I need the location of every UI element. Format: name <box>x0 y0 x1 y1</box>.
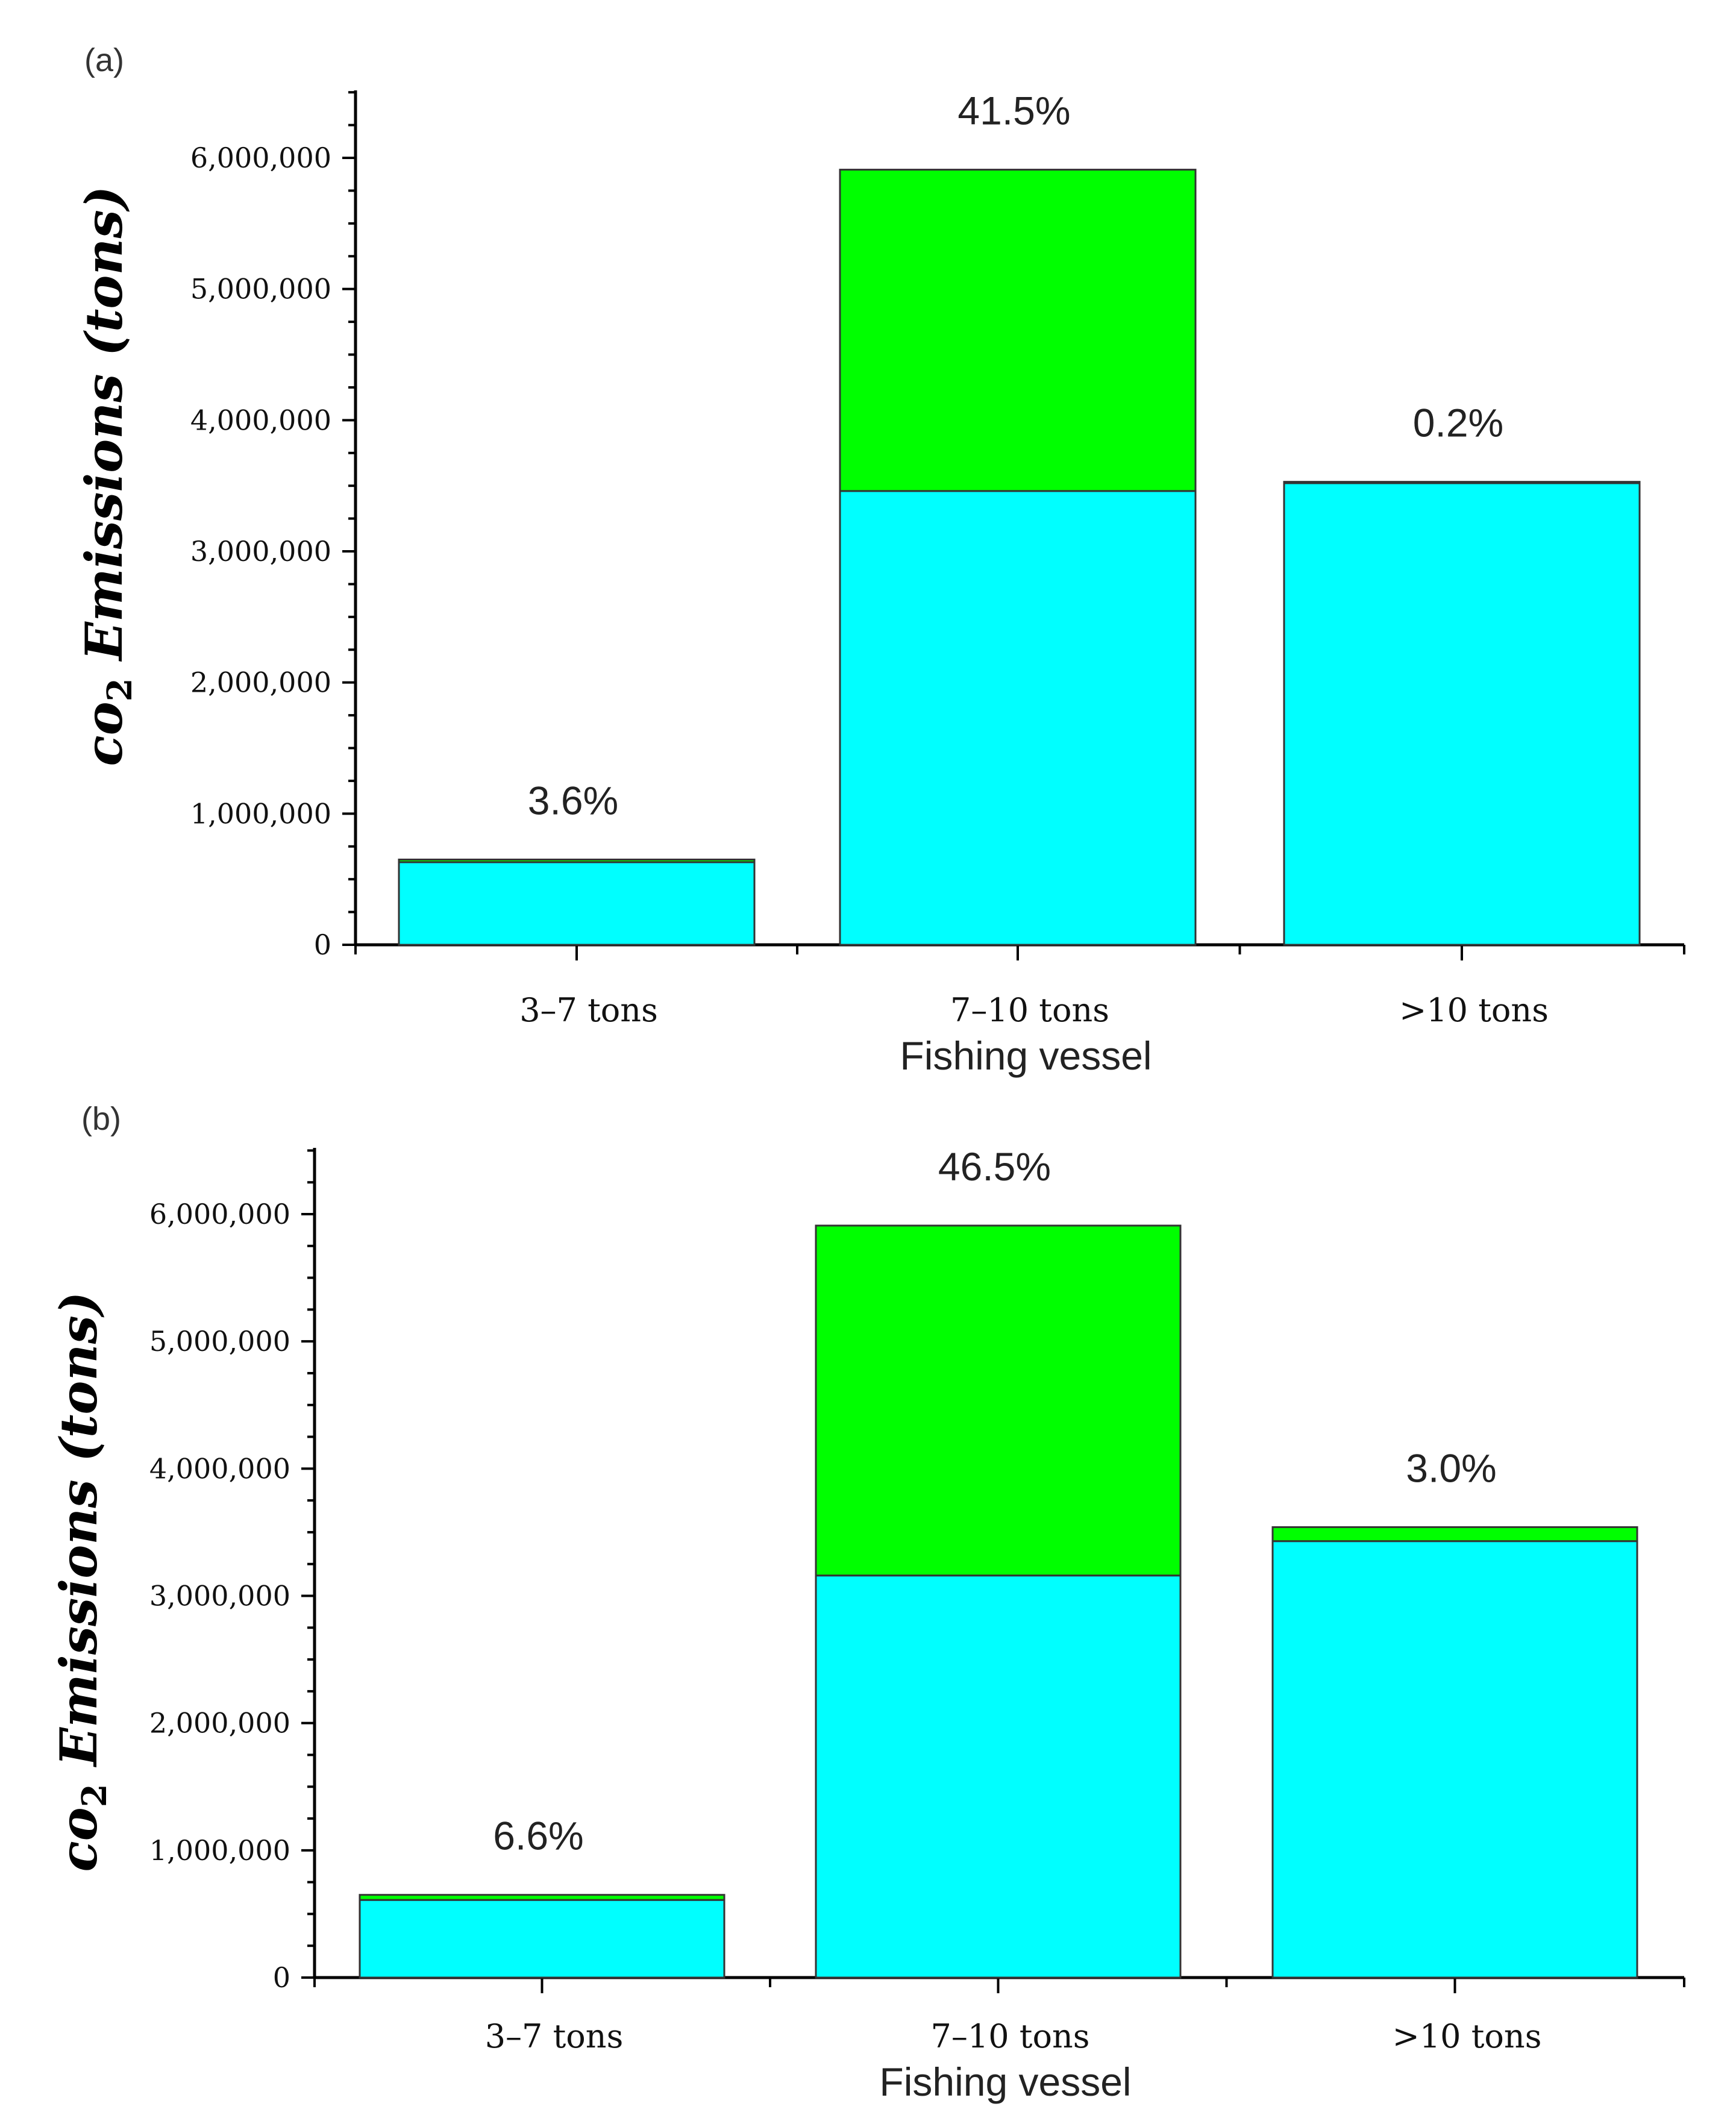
y-tick-label: 3,000,000 <box>190 535 331 568</box>
panel-label: (a) <box>84 42 124 78</box>
x-tick-label: 3–7 tons <box>485 2017 624 2055</box>
y-tick-label: 6,000,000 <box>190 142 331 174</box>
bar-base <box>1271 1540 1638 1979</box>
x-axis-title: Fishing vessel <box>900 1033 1152 1078</box>
y-axis-title-rest: Emissions (tons) <box>49 1291 108 1784</box>
y-axis-title-subscript: 2 <box>100 678 140 701</box>
panel-label: (b) <box>81 1101 121 1137</box>
bar-reduction <box>1271 1526 1638 1543</box>
bar-percent-label: 3.0% <box>1406 1446 1496 1490</box>
y-tick-label: 3,000,000 <box>149 1580 290 1612</box>
y-tick-label: 6,000,000 <box>149 1198 290 1230</box>
bar-base <box>839 490 1197 946</box>
y-tick-label: 1,000,000 <box>190 797 331 830</box>
bar-base <box>1283 482 1641 946</box>
bar-reduction <box>1283 481 1641 484</box>
y-axis-title-main: co <box>74 701 134 766</box>
bar-percent-label: 3.6% <box>528 778 618 823</box>
y-tick-label: 0 <box>273 1961 290 1994</box>
bar-percent-label: 41.5% <box>957 89 1070 133</box>
bar-reduction <box>839 169 1197 492</box>
bar-reduction <box>398 859 756 863</box>
y-tick-label: 5,000,000 <box>149 1325 290 1358</box>
y-tick-label: 2,000,000 <box>190 666 331 699</box>
chart-panel-1: (a) 0 1,000,000 2,000,000 3,000,000 4,000,000… <box>74 42 1685 1078</box>
bar-percent-label: 6.6% <box>493 1814 583 1858</box>
y-axis-title-subscript: 2 <box>75 1784 114 1807</box>
bar-percent-label: 0.2% <box>1413 401 1503 445</box>
y-axis-title: co2 Emissions (tons) <box>74 186 140 766</box>
x-tick-label: >10 tons <box>1393 2017 1542 2055</box>
x-axis-title: Fishing vessel <box>879 2060 1131 2104</box>
x-tick-label: 3–7 tons <box>519 991 658 1029</box>
y-tick-label: 2,000,000 <box>149 1707 290 1740</box>
y-axis-title-rest: Emissions (tons) <box>74 186 134 678</box>
y-axis-title: co2 Emissions (tons) <box>49 1291 114 1872</box>
bar-base <box>398 861 756 946</box>
y-axis-title-main: co <box>49 1807 108 1872</box>
x-tick-label: >10 tons <box>1399 991 1549 1029</box>
bar-percent-label: 46.5% <box>938 1144 1051 1189</box>
y-tick-label: 5,000,000 <box>190 273 331 305</box>
y-tick-label: 1,000,000 <box>149 1834 290 1867</box>
bar-reduction <box>359 1894 725 1901</box>
y-tick-label: 4,000,000 <box>190 404 331 436</box>
y-tick-label: 4,000,000 <box>149 1452 290 1485</box>
x-tick-label: 7–10 tons <box>931 2017 1090 2055</box>
bar-base <box>359 1899 725 1979</box>
bar-reduction <box>815 1224 1182 1577</box>
x-tick-label: 7–10 tons <box>950 991 1109 1029</box>
chart-panel-2: (b) 0 1,000,000 2,000,000 3,000,000 4,000,000… <box>49 1101 1685 2104</box>
bar-base <box>815 1574 1182 1979</box>
y-tick-label: 0 <box>314 929 331 961</box>
